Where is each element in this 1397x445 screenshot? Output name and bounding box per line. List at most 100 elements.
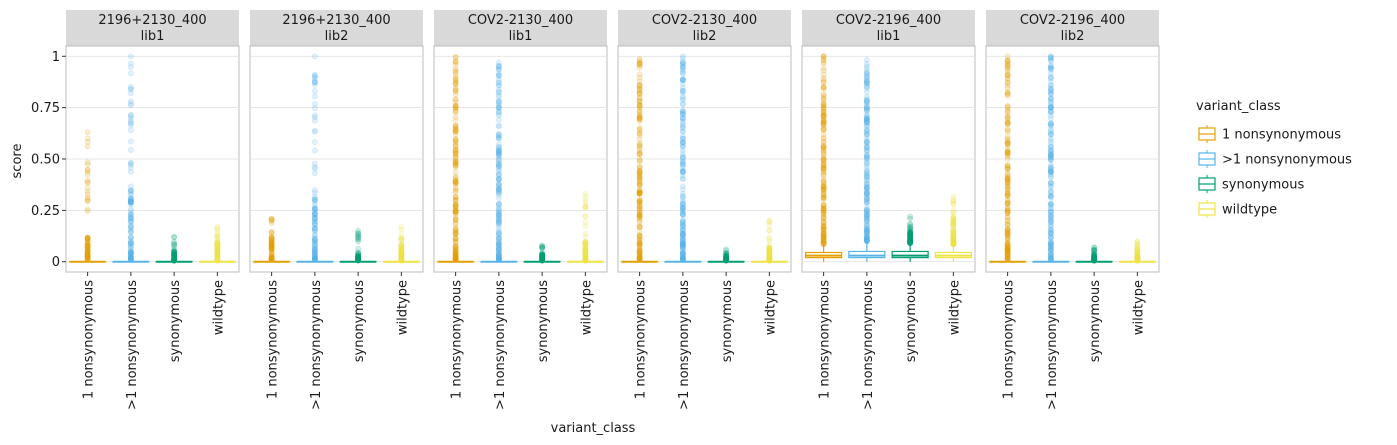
outlier-point — [311, 238, 318, 245]
outlier-point — [171, 234, 178, 240]
outlier-point — [452, 194, 459, 201]
outlier-point — [452, 107, 459, 114]
outlier-point — [171, 239, 178, 246]
outlier-point — [84, 234, 91, 241]
outlier-point — [452, 247, 459, 254]
outlier-point — [452, 136, 459, 142]
outlier-point — [1004, 89, 1011, 96]
outlier-point — [84, 253, 91, 260]
outlier-point — [452, 217, 459, 224]
outlier-point — [268, 243, 275, 249]
outlier-point — [214, 245, 221, 252]
outlier-point — [311, 227, 318, 234]
outlier-point — [84, 251, 91, 258]
outlier-point — [84, 250, 91, 257]
outlier-point — [398, 248, 405, 255]
outlier-point — [311, 225, 318, 232]
outlier-point — [452, 250, 459, 257]
outlier-point — [84, 235, 91, 241]
outlier-point — [398, 249, 405, 256]
outlier-point — [1047, 247, 1054, 253]
outlier-point — [311, 220, 318, 227]
outlier-point — [311, 187, 318, 193]
legend-label: synonymous — [1222, 178, 1304, 193]
outlier-point — [1047, 104, 1054, 111]
outlier-point — [1004, 163, 1011, 170]
outlier-point — [495, 210, 502, 217]
outlier-point — [214, 254, 221, 260]
outlier-point — [268, 230, 275, 236]
outlier-point — [214, 251, 221, 258]
outlier-point — [127, 208, 134, 215]
outlier-point — [452, 239, 459, 246]
outlier-point — [398, 231, 405, 237]
outlier-point — [311, 196, 318, 202]
outlier-point — [127, 206, 134, 212]
outlier-point — [84, 188, 91, 195]
outlier-point — [127, 114, 134, 121]
outlier-point — [1004, 53, 1011, 60]
outlier-point — [127, 243, 134, 250]
outlier-point — [452, 125, 459, 132]
x-tick-label: 1 nonsynonymous — [450, 280, 465, 399]
outlier-point — [127, 187, 134, 194]
outlier-point — [495, 189, 502, 195]
outlier-point — [452, 117, 459, 123]
outlier-point — [452, 221, 459, 227]
outlier-point — [84, 185, 91, 191]
outlier-point — [355, 254, 362, 261]
outlier-point — [452, 103, 459, 110]
outlier-point — [452, 250, 459, 256]
outlier-point — [636, 240, 643, 247]
outlier-point — [311, 235, 318, 241]
outlier-point — [452, 150, 459, 157]
outlier-point — [679, 160, 686, 167]
outlier-point — [1047, 90, 1054, 97]
outlier-point — [84, 246, 91, 253]
outlier-point — [452, 137, 459, 144]
outlier-point — [171, 252, 178, 259]
outlier-point — [311, 246, 318, 253]
outlier-point — [495, 86, 502, 93]
outlier-point — [820, 171, 827, 178]
outlier-point — [214, 246, 221, 253]
outlier-point — [398, 235, 405, 242]
outlier-point — [311, 197, 318, 204]
box-group — [69, 129, 107, 263]
outlier-point — [311, 246, 318, 253]
outlier-point — [452, 102, 459, 109]
outlier-point — [452, 126, 459, 133]
outlier-point — [636, 170, 643, 177]
outlier-point — [127, 86, 134, 93]
outlier-point — [311, 160, 318, 167]
outlier-point — [214, 242, 221, 249]
outlier-point — [171, 249, 178, 256]
outlier-point — [127, 111, 134, 118]
x-tick-label: >1 nonsynonymous — [861, 280, 876, 410]
outlier-point — [127, 120, 134, 127]
outlier-point — [452, 245, 459, 252]
outlier-point — [452, 160, 459, 167]
outlier-point — [127, 199, 134, 206]
outlier-point — [1047, 235, 1054, 242]
outlier-point — [398, 252, 405, 258]
outlier-point — [311, 204, 318, 211]
outlier-point — [311, 210, 318, 217]
outlier-point — [1004, 113, 1011, 120]
outlier-point — [127, 245, 134, 252]
legend-label: wildtype — [1222, 203, 1277, 218]
outlier-point — [127, 195, 134, 202]
outlier-point — [84, 243, 91, 250]
outlier-point — [268, 236, 275, 243]
outlier-point — [84, 238, 91, 245]
outlier-point — [1004, 128, 1011, 135]
outlier-point — [679, 94, 686, 100]
outlier-point — [214, 252, 221, 259]
outlier-point — [268, 229, 275, 236]
outlier-point — [84, 244, 91, 251]
outlier-point — [452, 58, 459, 65]
outlier-point — [1004, 107, 1011, 113]
outlier-point — [452, 114, 459, 120]
outlier-point — [84, 161, 91, 168]
